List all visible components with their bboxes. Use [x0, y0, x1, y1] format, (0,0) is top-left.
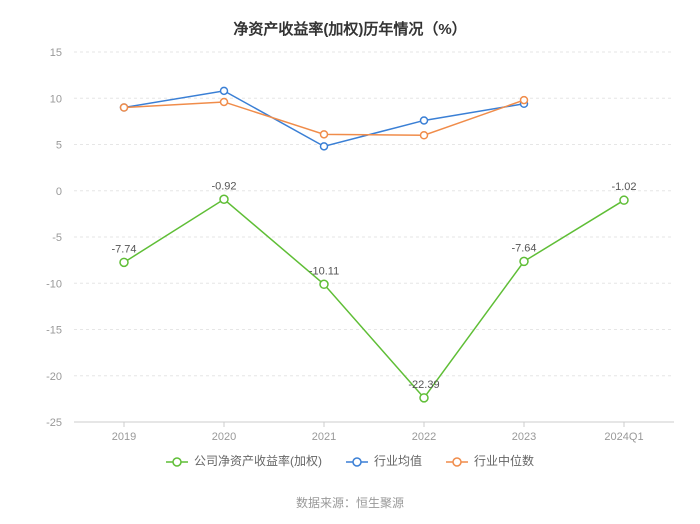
y-tick-label: 15 [50, 47, 62, 59]
y-tick-label: -5 [52, 232, 62, 244]
y-tick-label: -10 [46, 278, 62, 290]
series-marker-industry_mean [221, 87, 228, 94]
x-tick-label: 2020 [212, 431, 236, 443]
series-marker-company [220, 195, 228, 203]
x-tick-label: 2022 [412, 431, 436, 443]
series-value-label-company: -1.02 [611, 181, 636, 193]
series-marker-industry_median [321, 131, 328, 138]
series-marker-industry_mean [321, 143, 328, 150]
x-tick-label: 2021 [312, 431, 336, 443]
legend-glyph-industry_median [446, 456, 468, 468]
legend-label-industry_mean: 行业均值 [374, 454, 422, 468]
legend-glyph-industry_mean [346, 456, 368, 468]
series-marker-industry_median [221, 98, 228, 105]
series-value-label-company: -7.74 [111, 243, 136, 255]
x-tick-label: 2023 [512, 431, 536, 443]
series-value-label-company: -7.64 [511, 242, 536, 254]
chart-legend: 公司净资产收益率(加权) 行业均值 行业中位数 [0, 452, 700, 469]
y-tick-label: 10 [50, 93, 62, 105]
legend-item-industry_median[interactable]: 行业中位数 [446, 452, 534, 469]
y-tick-label: 0 [56, 186, 62, 198]
series-value-label-company: -22.39 [408, 379, 439, 391]
series-marker-industry_median [421, 132, 428, 139]
y-tick-label: -25 [46, 417, 62, 429]
series-line-company [124, 199, 624, 398]
legend-label-company: 公司净资产收益率(加权) [194, 454, 322, 468]
y-tick-label: 5 [56, 140, 62, 152]
series-line-industry_median [124, 100, 524, 135]
y-tick-label: -15 [46, 325, 62, 337]
series-marker-company [120, 258, 128, 266]
series-marker-company [320, 280, 328, 288]
chart-footer: 数据来源：恒生聚源 [0, 494, 700, 511]
chart-container: 净资产收益率(加权)历年情况（%） -25-20-15-10-505101520… [0, 0, 700, 524]
legend-label-industry_median: 行业中位数 [474, 454, 534, 468]
series-marker-company [520, 257, 528, 265]
y-tick-label: -20 [46, 371, 62, 383]
series-marker-industry_median [521, 97, 528, 104]
series-marker-industry_mean [421, 117, 428, 124]
chart-svg: -25 -20 -15 -10 -5 0 5 10 15 2019 2020 2021 2022 2023… [0, 0, 700, 524]
legend-item-company[interactable]: 公司净资产收益率(加权) [166, 452, 322, 469]
series-value-label-company: -10.11 [309, 265, 339, 277]
legend-item-industry_mean[interactable]: 行业均值 [346, 452, 422, 469]
series-marker-industry_median [121, 104, 128, 111]
x-tick-label: 2024Q1 [604, 431, 643, 443]
series-value-label-company: -0.92 [211, 180, 236, 192]
series-marker-company [620, 196, 628, 204]
series-marker-company [420, 394, 428, 402]
legend-glyph-company [166, 456, 188, 468]
x-tick-label: 2019 [112, 431, 136, 443]
